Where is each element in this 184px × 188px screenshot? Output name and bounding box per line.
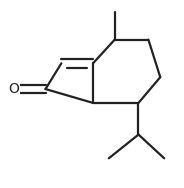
- Text: O: O: [8, 82, 19, 96]
